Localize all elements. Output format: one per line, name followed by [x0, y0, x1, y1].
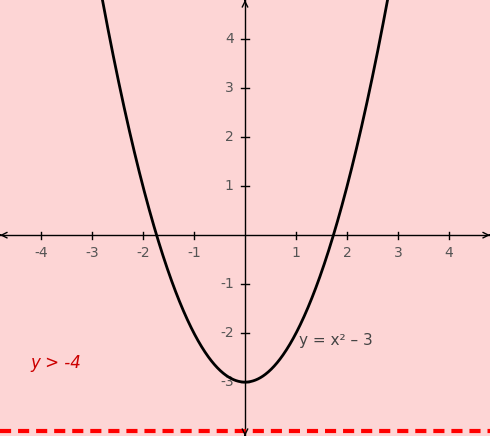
Text: -3: -3	[85, 246, 98, 260]
Text: 1: 1	[292, 246, 300, 260]
Text: -3: -3	[220, 375, 234, 389]
Text: 3: 3	[394, 246, 402, 260]
Text: -1: -1	[187, 246, 201, 260]
Text: -2: -2	[136, 246, 150, 260]
Text: 4: 4	[225, 32, 234, 46]
Text: -4: -4	[34, 246, 48, 260]
Text: 2: 2	[225, 130, 234, 144]
Text: y = x² – 3: y = x² – 3	[298, 333, 372, 348]
Text: 4: 4	[445, 246, 454, 260]
Text: -2: -2	[220, 326, 234, 340]
Text: 2: 2	[343, 246, 351, 260]
Text: -1: -1	[220, 277, 234, 291]
Text: 3: 3	[225, 81, 234, 95]
Text: y > -4: y > -4	[30, 354, 81, 371]
Text: 1: 1	[225, 179, 234, 193]
